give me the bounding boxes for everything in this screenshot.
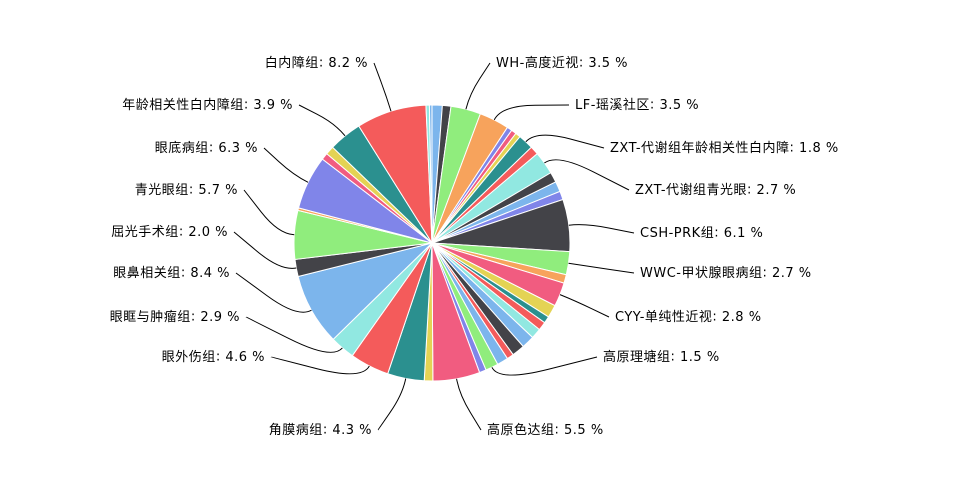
leader-line — [377, 378, 407, 431]
data-label: 眼鼻相关组: 8.4 % — [113, 265, 230, 281]
data-label: WWC-甲状腺眼病组: 2.7 % — [640, 266, 812, 281]
data-label: 青光眼组: 5.7 % — [135, 183, 238, 198]
label-name: 眼底病组 — [155, 140, 209, 156]
label-value: 2.7 % — [757, 183, 797, 198]
leader-line — [568, 262, 635, 274]
label-value: 3.5 % — [588, 56, 628, 71]
label-name: 眼外伤组 — [162, 350, 216, 365]
label-value: 5.5 % — [564, 423, 604, 438]
label-value: 1.8 % — [799, 141, 839, 156]
label-value: 4.3 % — [332, 423, 372, 438]
data-label: 眼眶与肿瘤组: 2.9 % — [110, 309, 240, 325]
leader-line — [491, 356, 598, 376]
leader-line — [465, 62, 491, 110]
label-name: 眼鼻相关组 — [113, 265, 181, 281]
data-label: 屈光手术组: 2.0 % — [111, 225, 228, 240]
leader-line — [263, 147, 309, 183]
leader-line — [243, 189, 295, 236]
label-value: 1.5 % — [680, 350, 720, 365]
label-name: CSH-PRK组 — [640, 226, 714, 241]
label-value: 6.3 % — [218, 141, 258, 156]
label-value: 3.9 % — [253, 98, 293, 113]
leader-line — [245, 316, 343, 353]
leader-line — [373, 62, 392, 112]
label-name: LF-瑶溪社区 — [575, 97, 650, 113]
label-name: WWC-甲状腺眼病组 — [640, 266, 762, 281]
label-name: ZXT-代谢组青光眼 — [635, 182, 747, 198]
label-value: 3.5 % — [659, 98, 699, 113]
label-value: 2.7 % — [772, 266, 812, 281]
data-label: WH-高度近视: 3.5 % — [496, 55, 628, 71]
label-name: 年龄相关性白内障组 — [122, 97, 244, 113]
leader-line — [270, 356, 370, 375]
leader-line — [544, 159, 630, 191]
label-name: 高原色达组 — [487, 422, 555, 438]
label-value: 4.6 % — [225, 350, 265, 365]
label-name: 眼眶与肿瘤组 — [110, 309, 191, 325]
leader-line — [493, 104, 570, 121]
data-label: 白内障组: 8.2 % — [265, 55, 368, 71]
label-name: CYY-单纯性近视 — [615, 310, 712, 325]
data-label: 角膜病组: 4.3 % — [269, 423, 372, 438]
leader-line — [559, 294, 610, 318]
label-value: 2.0 % — [188, 225, 228, 240]
label-name: 高原理塘组 — [603, 349, 671, 365]
data-label: CSH-PRK组: 6.1 % — [640, 226, 763, 241]
label-value: 2.9 % — [200, 310, 240, 325]
leader-line — [235, 272, 312, 313]
label-name: 白内障组 — [265, 55, 319, 71]
label-value: 2.8 % — [722, 310, 762, 325]
leader-line — [233, 231, 297, 269]
data-label: LF-瑶溪社区: 3.5 % — [575, 97, 699, 113]
leader-line — [525, 134, 605, 149]
label-name: WH-高度近视 — [496, 55, 579, 71]
label-value: 6.1 % — [724, 226, 764, 241]
leader-line — [298, 104, 346, 137]
leader-line — [456, 378, 482, 431]
data-label: 眼底病组: 6.3 % — [155, 140, 258, 156]
pie-slice — [428, 104, 433, 244]
data-label: 年龄相关性白内障组: 3.9 % — [122, 97, 293, 113]
label-name: ZXT-代谢组年龄相关性白内障 — [610, 140, 790, 156]
data-label: 高原色达组: 5.5 % — [487, 422, 604, 438]
data-label: 眼外伤组: 4.6 % — [162, 350, 265, 365]
data-label: ZXT-代谢组青光眼: 2.7 % — [635, 182, 796, 198]
label-name: 屈光手术组 — [111, 225, 179, 240]
leader-line — [568, 224, 635, 234]
label-value: 5.7 % — [198, 183, 238, 198]
label-name: 角膜病组 — [269, 423, 323, 438]
data-label: CYY-单纯性近视: 2.8 % — [615, 310, 762, 325]
label-value: 8.2 % — [328, 56, 368, 71]
label-value: 8.4 % — [190, 266, 230, 281]
label-name: 青光眼组 — [135, 183, 189, 198]
data-label: ZXT-代谢组年龄相关性白内障: 1.8 % — [610, 140, 839, 156]
data-label: 高原理塘组: 1.5 % — [603, 349, 720, 365]
